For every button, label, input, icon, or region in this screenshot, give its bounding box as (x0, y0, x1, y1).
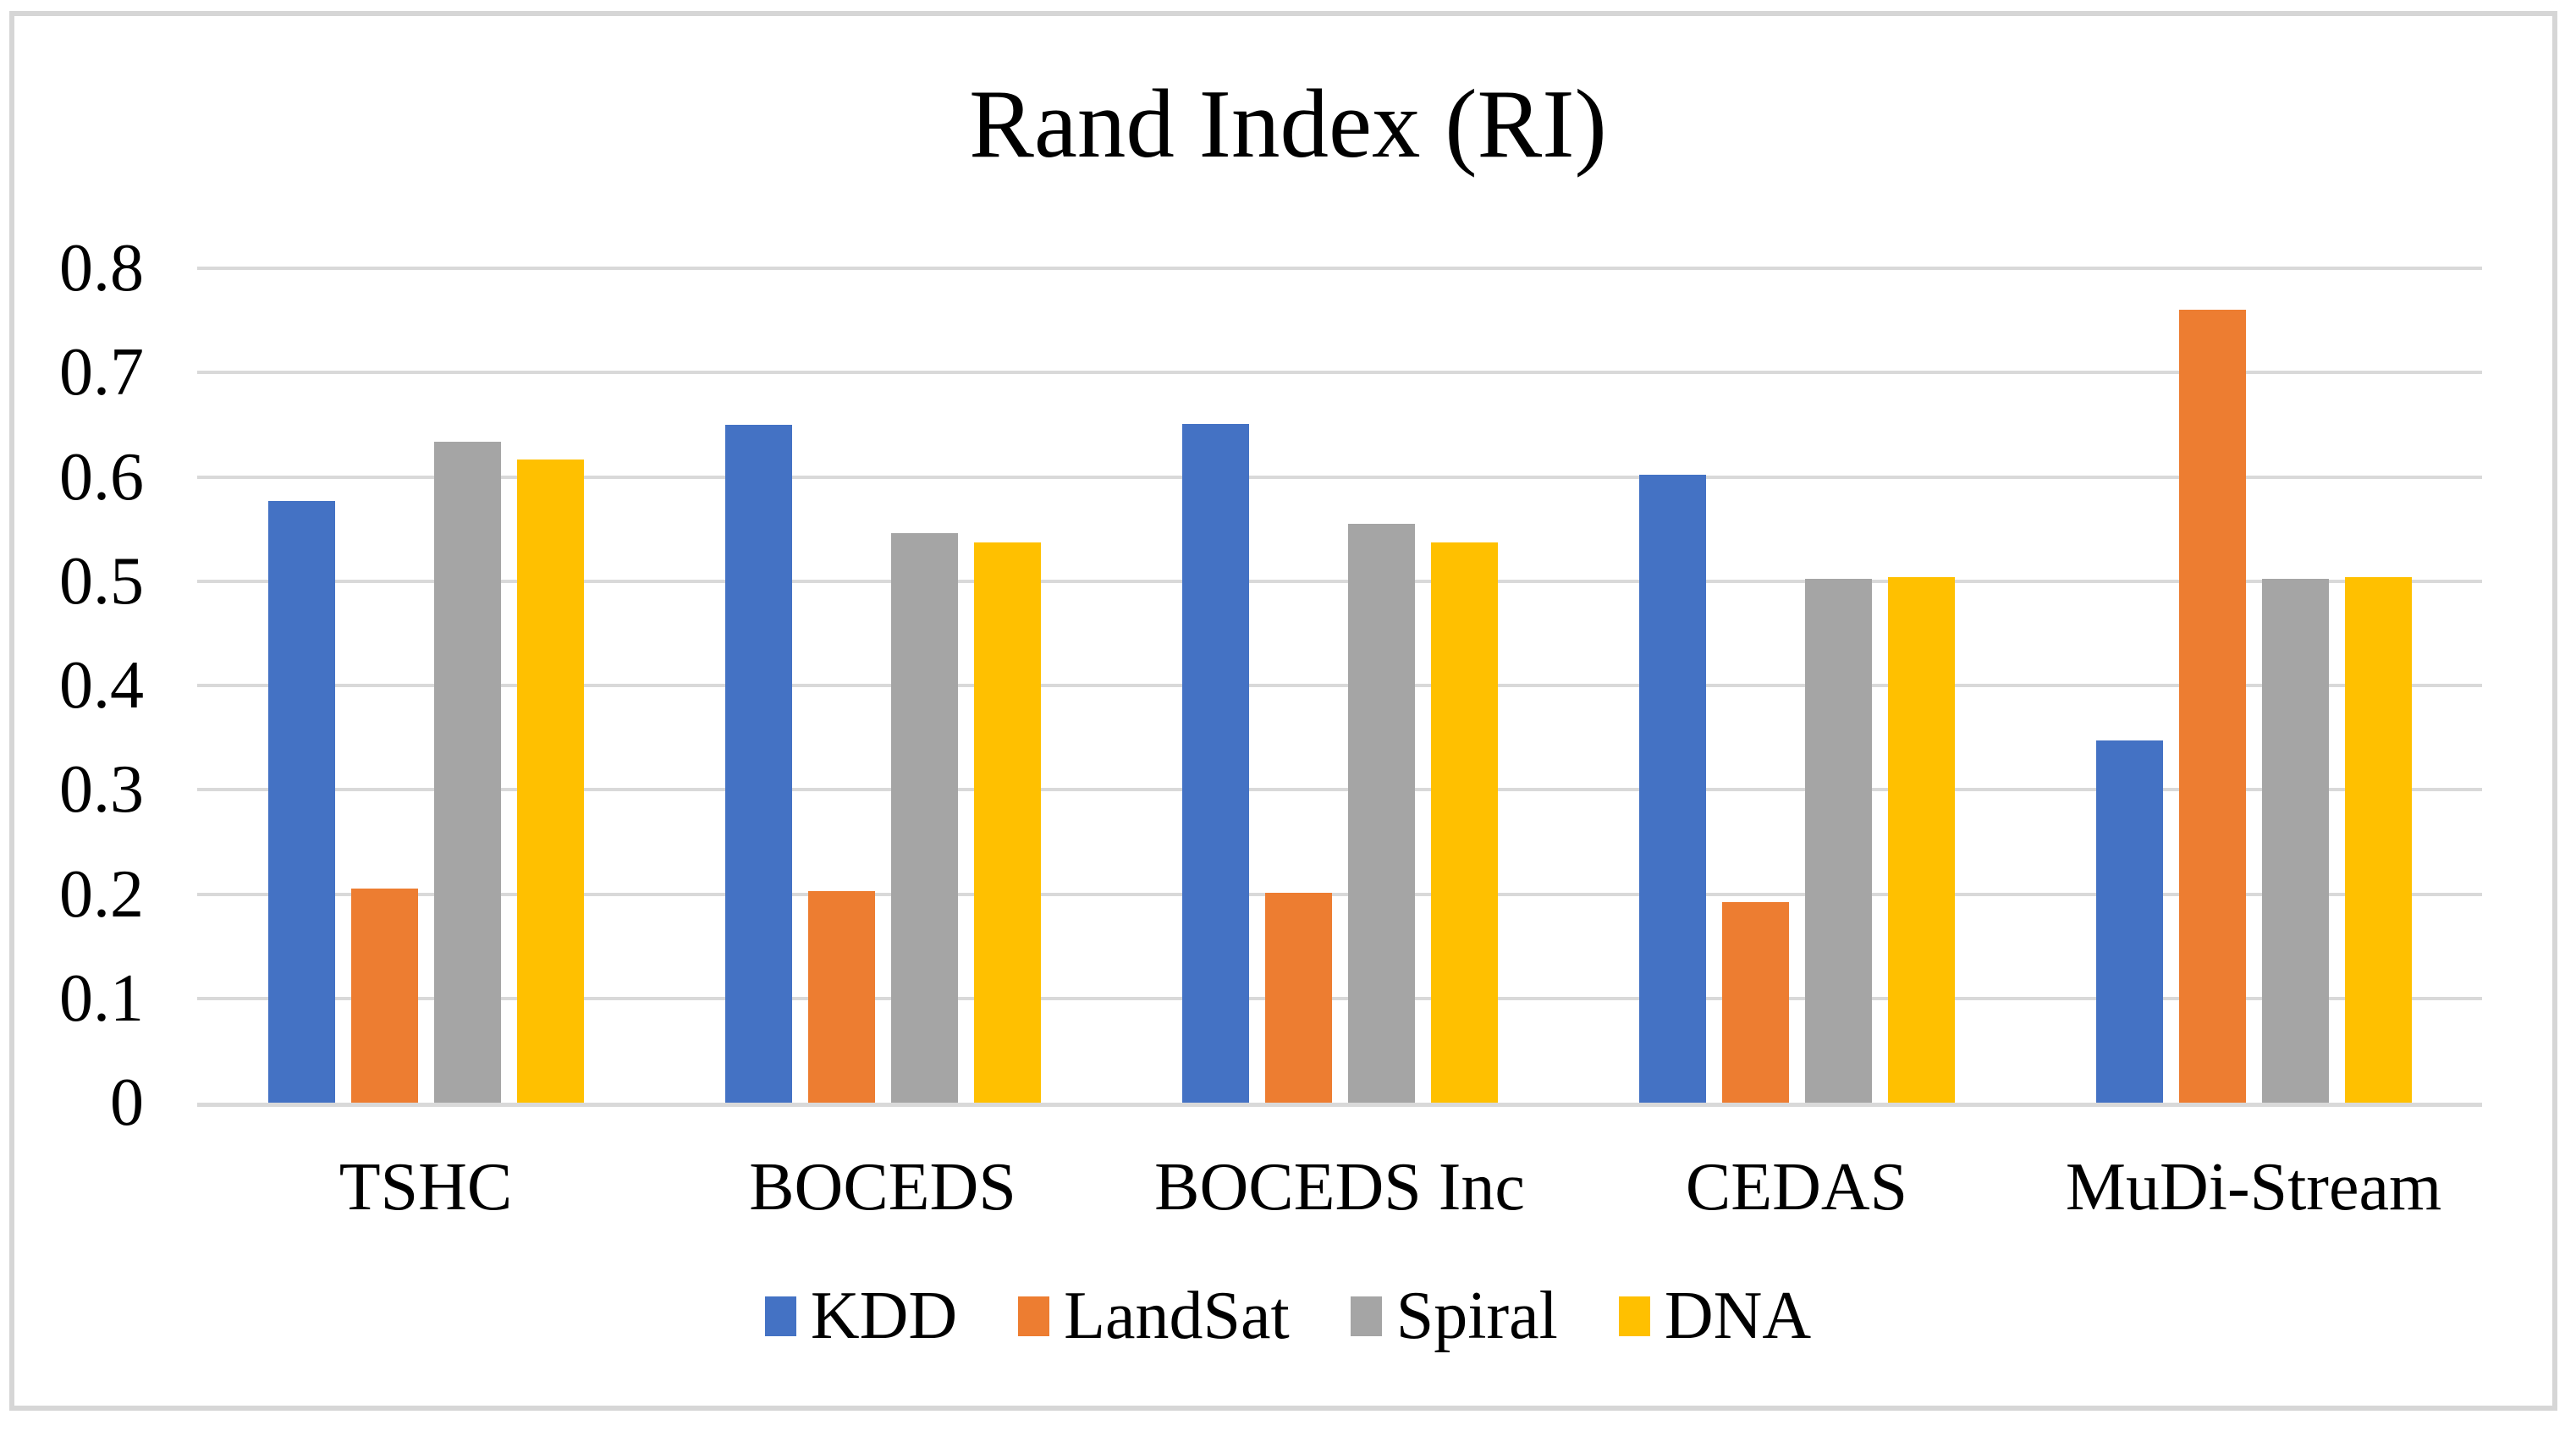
legend-item-LandSat: LandSat (1018, 1282, 1290, 1350)
bar-LandSat-TSHC (350, 889, 418, 1103)
gridline (197, 579, 2482, 583)
bar-DNA-BOCEDS Inc (1430, 542, 1498, 1103)
legend-label: Spiral (1395, 1279, 1558, 1353)
bar-KDD-BOCEDS Inc (1181, 423, 1249, 1103)
bar-LandSat-MuDi-Stream (2178, 310, 2246, 1103)
legend-item-DNA: DNA (1618, 1279, 1812, 1353)
x-category-label: TSHC (339, 1150, 513, 1225)
gridline (197, 371, 2482, 375)
legend-swatch-icon (1018, 1296, 1050, 1336)
gridline (197, 892, 2482, 896)
legend-swatch-icon (1618, 1296, 1650, 1336)
bar-KDD-MuDi-Stream (2095, 740, 2163, 1103)
x-category-label: CEDAS (1685, 1150, 1908, 1225)
bar-DNA-CEDAS (1887, 576, 1955, 1103)
y-tick-label: 0.7 (59, 335, 144, 410)
gridline (197, 788, 2482, 792)
bar-DNA-TSHC (516, 459, 584, 1103)
bar-Spiral-BOCEDS Inc (1347, 523, 1415, 1103)
x-category-label: BOCEDS (749, 1150, 1016, 1225)
x-category-label: MuDi-Stream (2065, 1150, 2442, 1225)
bar-KDD-CEDAS (1638, 475, 1706, 1103)
legend-item-KDD: KDD (764, 1279, 958, 1353)
gridline (197, 267, 2482, 270)
y-tick-label: 0.1 (59, 960, 144, 1036)
gridline (197, 996, 2482, 1000)
bar-DNA-BOCEDS (973, 542, 1041, 1103)
y-tick-label: 0 (110, 1065, 144, 1140)
legend-swatch-icon (1350, 1296, 1382, 1336)
y-tick-label: 0.2 (59, 856, 144, 932)
bar-Spiral-CEDAS (1804, 579, 1872, 1103)
bar-LandSat-BOCEDS (807, 890, 875, 1103)
y-tick-label: 0.5 (59, 543, 144, 619)
legend-swatch-icon (764, 1296, 796, 1336)
bar-LandSat-CEDAS (1721, 902, 1789, 1103)
bar-Spiral-TSHC (433, 441, 501, 1103)
bar-DNA-MuDi-Stream (2344, 576, 2412, 1103)
gridline (197, 684, 2482, 687)
y-tick-label: 0.3 (59, 752, 144, 828)
legend-label: LandSat (1064, 1279, 1290, 1353)
bar-KDD-TSHC (267, 500, 335, 1103)
bar-Spiral-MuDi-Stream (2261, 579, 2329, 1103)
y-tick-label: 0.4 (59, 648, 144, 723)
legend: KDD LandSat Spiral DNA (0, 1282, 2576, 1350)
legend-label: KDD (810, 1279, 958, 1353)
bar-KDD-BOCEDS (724, 424, 792, 1103)
gridline (197, 475, 2482, 479)
x-axis-line (197, 1103, 2482, 1107)
bar-Spiral-BOCEDS (890, 533, 958, 1103)
chart-title: Rand Index (RI) (969, 70, 1607, 178)
y-tick-label: 0.8 (59, 231, 144, 305)
x-category-label: BOCEDS Inc (1154, 1150, 1525, 1225)
legend-label: DNA (1664, 1279, 1812, 1353)
y-tick-label: 0.6 (59, 439, 144, 515)
bar-LandSat-BOCEDS Inc (1264, 893, 1332, 1103)
legend-item-Spiral: Spiral (1350, 1279, 1558, 1353)
